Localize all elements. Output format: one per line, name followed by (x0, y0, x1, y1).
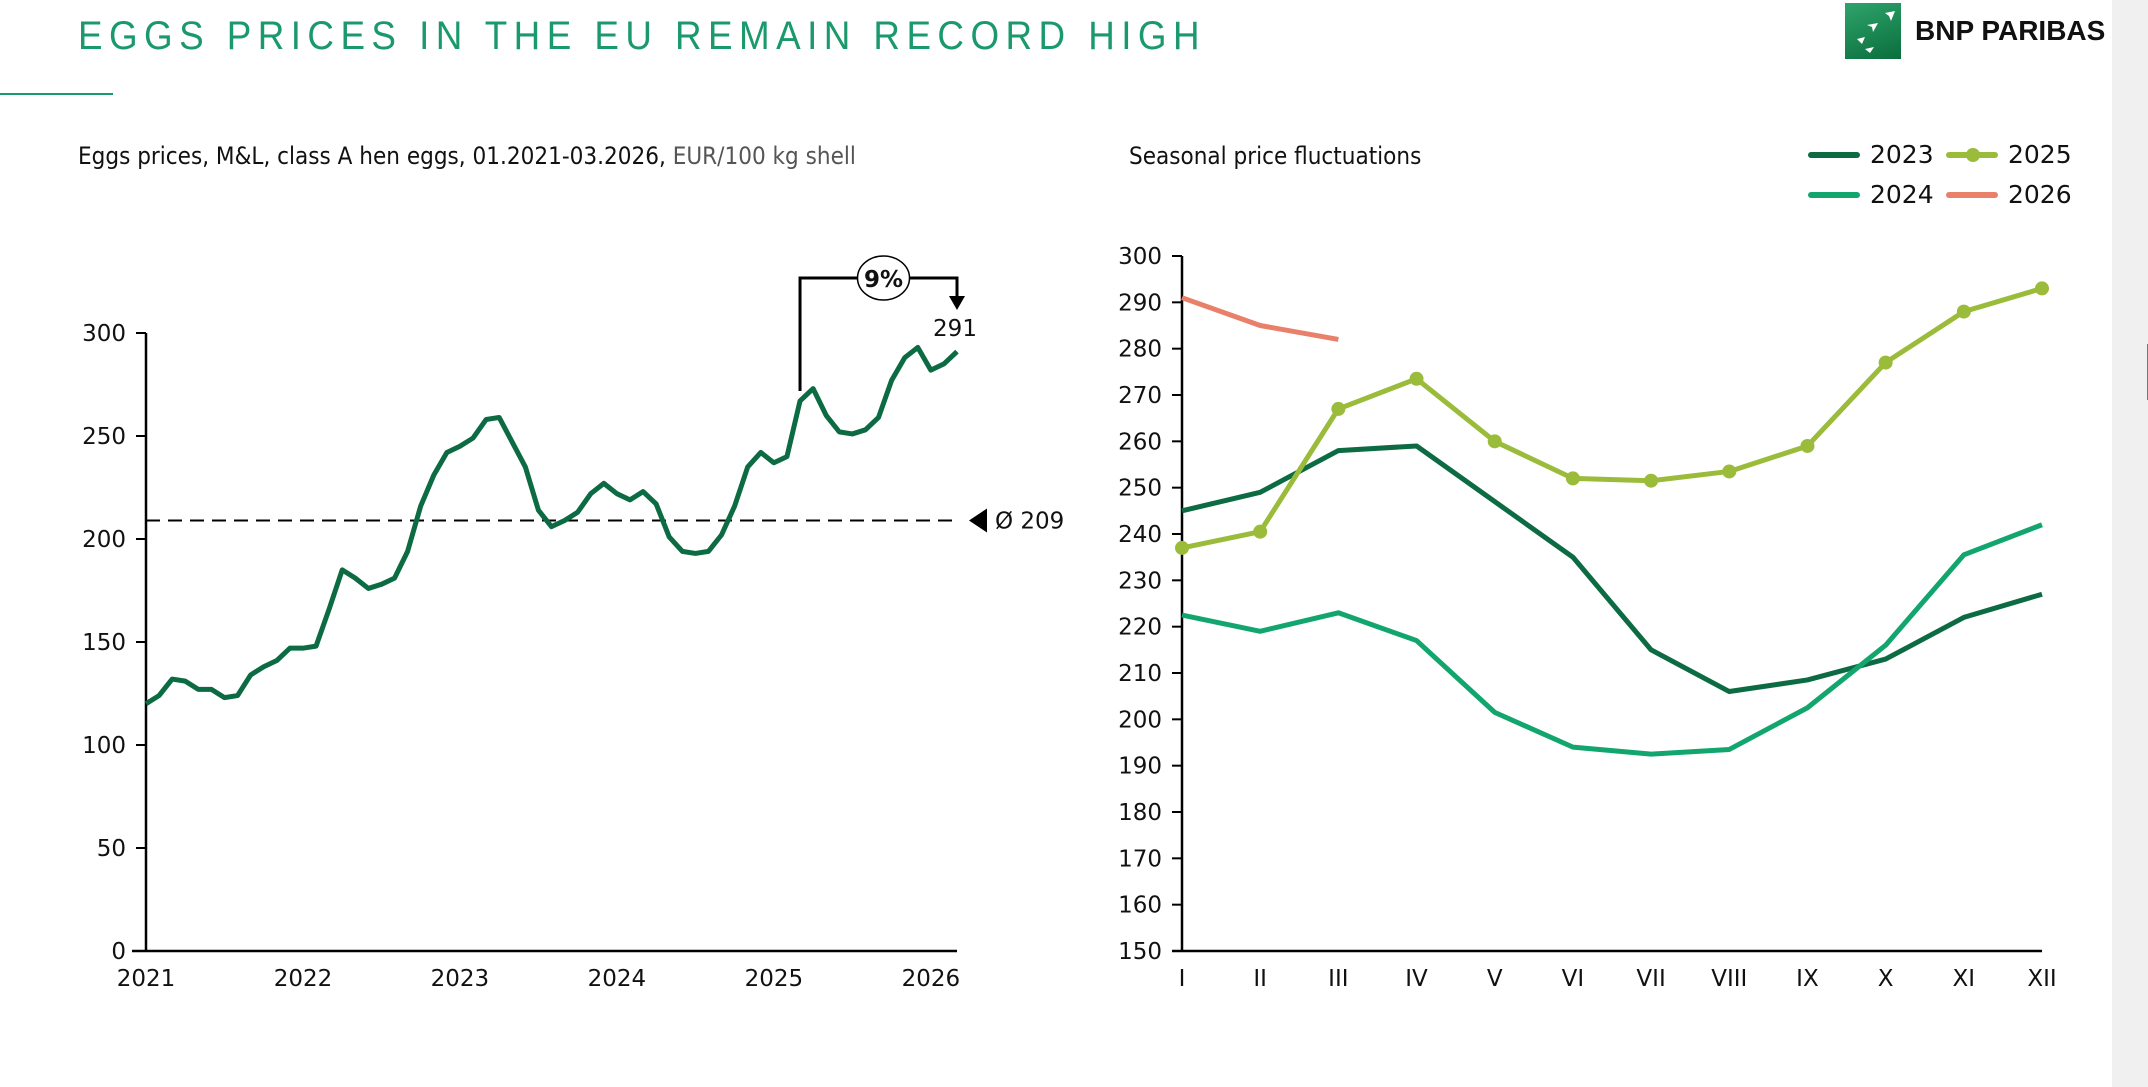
series-point-2025 (1409, 371, 1424, 386)
right-x-tick-label: VIII (1711, 966, 1747, 992)
right-x-tick-label: VII (1636, 966, 1665, 992)
right-y-tick-label: 190 (1118, 754, 1162, 780)
left-y-tick-label: 200 (82, 527, 126, 553)
bnp-stars-icon (1845, 3, 1901, 59)
last-value-label: 291 (933, 316, 977, 342)
scrollbar-track[interactable] (2112, 0, 2148, 1087)
average-marker-icon (969, 508, 987, 533)
brand-name: BNP PARIBAS (1915, 15, 2106, 46)
right-x-tick-label: III (1328, 966, 1348, 992)
left-y-tick-label: 150 (82, 630, 126, 656)
left-x-tick-label: 2021 (117, 966, 176, 992)
left-chart-title: Eggs prices, M&L, class A hen eggs, 01.2… (78, 142, 856, 170)
series-point-2025 (1800, 438, 1815, 453)
right-y-tick-label: 290 (1118, 290, 1162, 316)
right-x-tick-label: IV (1405, 966, 1428, 992)
right-y-tick-label: 170 (1118, 846, 1162, 872)
left-x-tick-label: 2026 (902, 966, 961, 992)
left-y-tick-label: 0 (111, 939, 126, 965)
right-y-tick-label: 150 (1118, 939, 1162, 965)
legend-item-2023: 2023 (1808, 140, 1934, 169)
series-line-2023 (1181, 443, 2043, 695)
series-point-2025 (1253, 524, 1268, 539)
series-point-2025 (1878, 355, 1893, 370)
legend-swatch-2026 (1946, 191, 1998, 198)
left-y-tick-label: 250 (82, 424, 126, 450)
legend-label-2024: 2024 (1870, 180, 1934, 209)
right-y-tick-label: 250 (1118, 476, 1162, 502)
series-point-2025 (1644, 473, 1659, 488)
right-x-tick-label: X (1878, 966, 1894, 992)
legend-label-2025: 2025 (2008, 140, 2072, 169)
left-x-tick-label: 2024 (588, 966, 647, 992)
right-y-tick-label: 230 (1118, 568, 1162, 594)
right-y-tick-label: 280 (1118, 337, 1162, 363)
left-chart-title-text: Eggs prices, M&L, class A hen eggs, 01.2… (78, 142, 666, 170)
title-underline (0, 93, 113, 95)
legend-label-2023: 2023 (1870, 140, 1934, 169)
right-x-tick-label: II (1253, 966, 1267, 992)
right-y-tick-label: 260 (1118, 429, 1162, 455)
right-x-tick-label: XII (2027, 966, 2056, 992)
right-y-tick-label: 160 (1118, 893, 1162, 919)
average-label: Ø 209 (995, 508, 1064, 534)
series-line-2025 (1181, 286, 2043, 551)
right-x-tick-label: IX (1796, 966, 1819, 992)
right-y-tick-label: 300 (1118, 244, 1162, 270)
change-arrow-icon (949, 296, 965, 310)
right-y-tick-label: 270 (1118, 383, 1162, 409)
change-badge-label: 9% (864, 267, 903, 293)
right-y-tick-label: 180 (1118, 800, 1162, 826)
page-title: EGGS PRICES IN THE EU REMAIN RECORD HIGH (78, 14, 1206, 58)
series-line-2026 (1181, 295, 1339, 342)
series-point-2025 (1175, 540, 1189, 555)
right-y-tick-label: 220 (1118, 615, 1162, 641)
series-point-2025 (1722, 464, 1737, 479)
right-x-tick-label: V (1487, 966, 1503, 992)
series-point-2025 (1956, 304, 1971, 319)
left-x-tick-label: 2023 (431, 966, 490, 992)
legend-swatch-2025 (1946, 147, 1998, 162)
price-line (144, 344, 959, 706)
right-x-tick-label: VI (1562, 966, 1585, 992)
left-x-tick-label: 2022 (274, 966, 333, 992)
left-chart-unit: EUR/100 kg shell (672, 142, 856, 170)
right-y-tick-label: 210 (1118, 661, 1162, 687)
left-y-tick-label: 300 (82, 321, 126, 347)
left-x-tick-label: 2025 (745, 966, 804, 992)
series-point-2025 (1331, 401, 1346, 416)
right-chart-title: Seasonal price fluctuations (1129, 142, 1422, 170)
right-x-tick-label: XI (1953, 966, 1976, 992)
left-y-tick-label: 50 (97, 836, 126, 862)
series-line-2024 (1181, 522, 2043, 757)
legend-item-2025: 2025 (1946, 140, 2072, 169)
series-point-2025 (2035, 281, 2049, 296)
series-point-2025 (1487, 434, 1502, 449)
right-y-tick-label: 240 (1118, 522, 1162, 548)
change-badge (856, 255, 911, 301)
legend-label-2026: 2026 (2008, 180, 2072, 209)
brand-logo: BNP PARIBAS (1845, 3, 2105, 59)
legend-item-2024: 2024 (1808, 180, 1934, 209)
left-y-tick-label: 100 (82, 733, 126, 759)
legend-item-2026: 2026 (1946, 180, 2072, 209)
legend-swatch-2024 (1808, 191, 1860, 198)
legend-swatch-2023 (1808, 151, 1860, 158)
series-point-2025 (1565, 471, 1580, 486)
right-x-tick-label: I (1179, 966, 1186, 992)
right-y-tick-label: 200 (1118, 707, 1162, 733)
